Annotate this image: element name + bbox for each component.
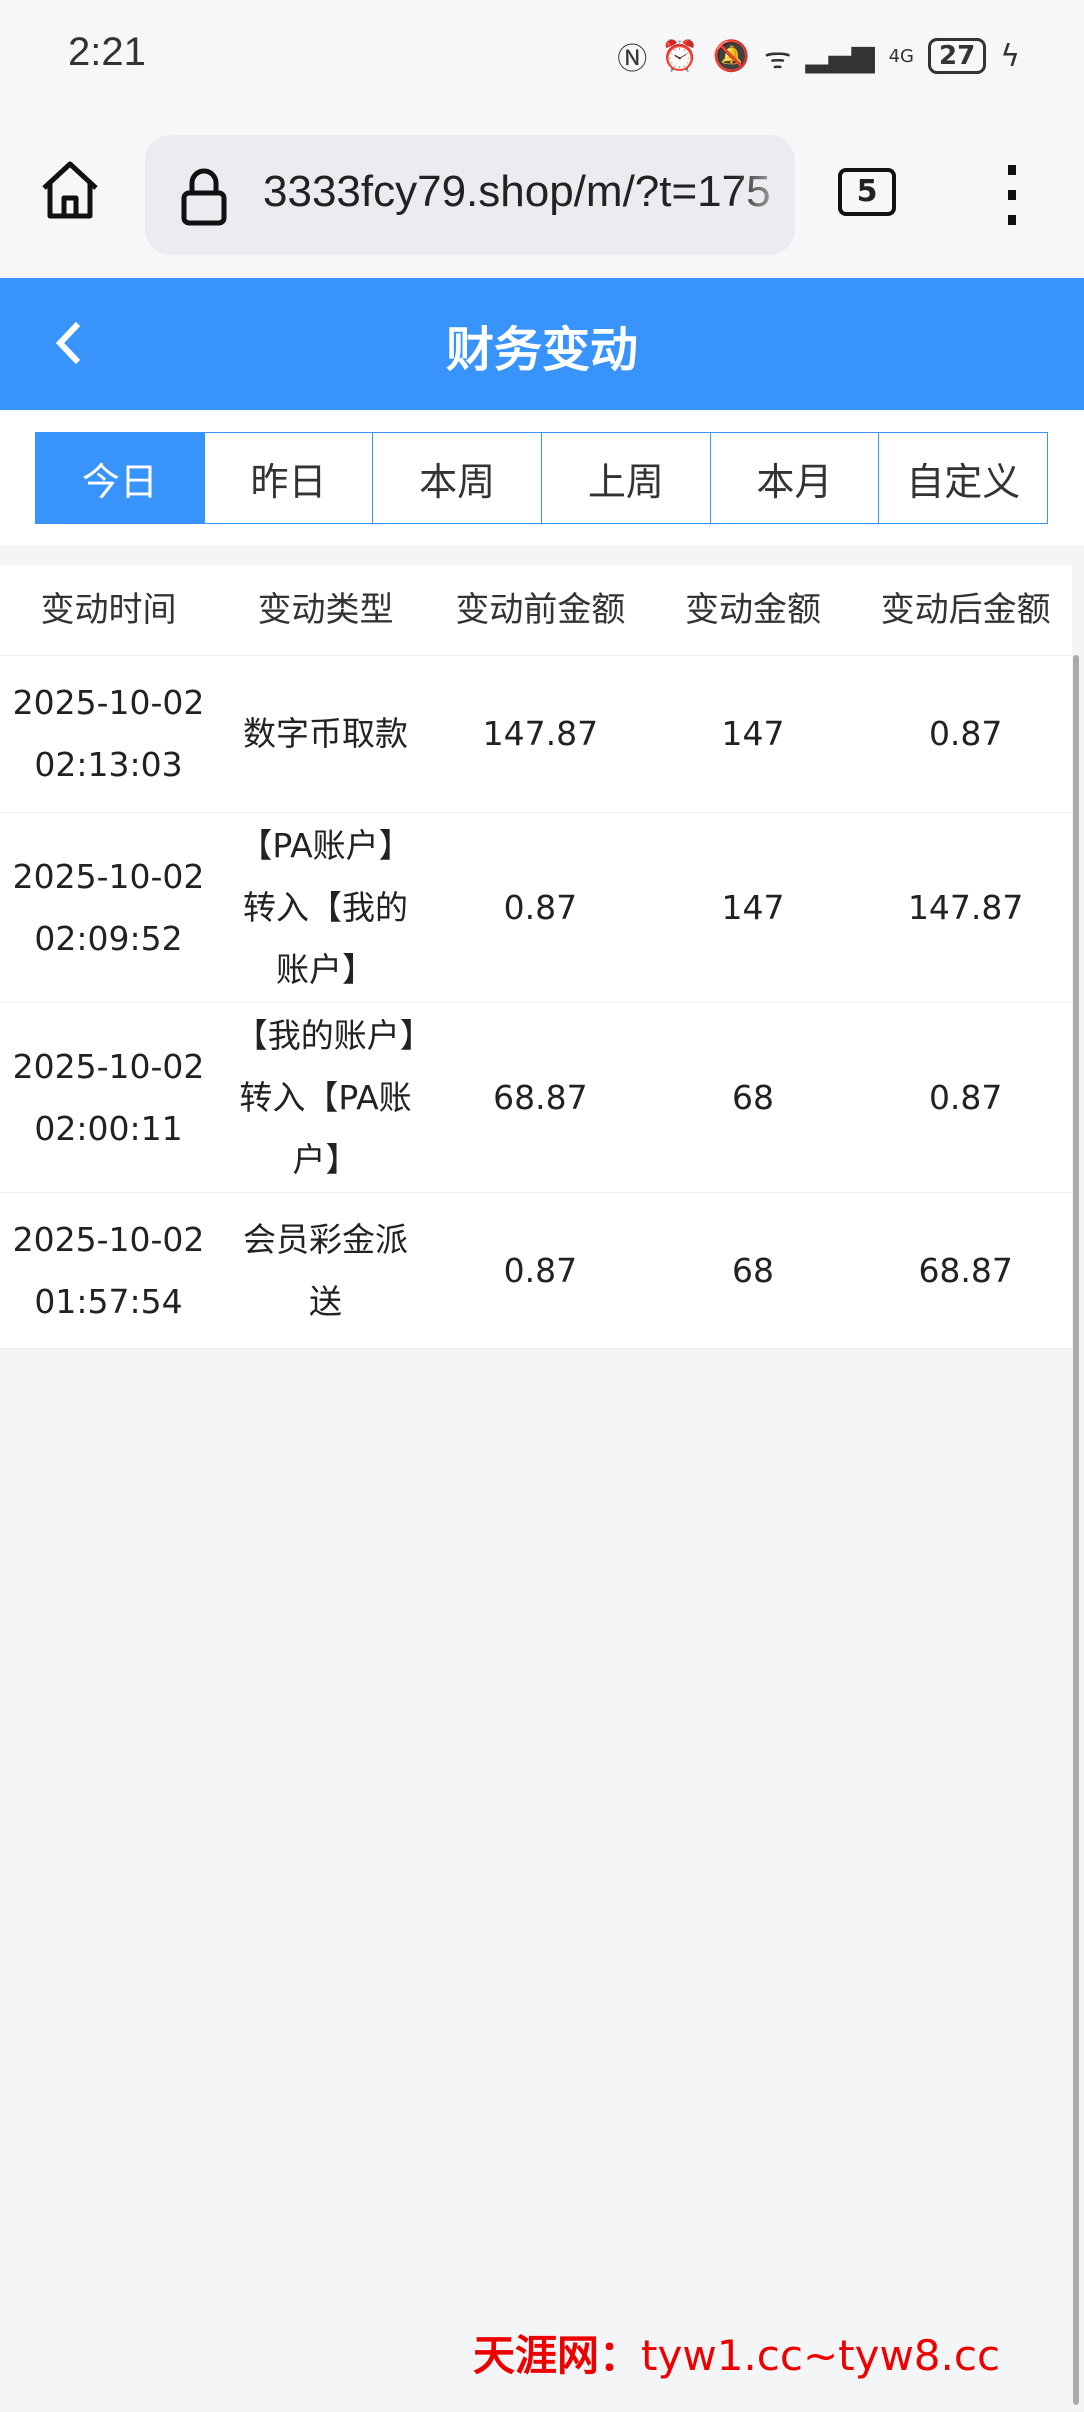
column-header: 变动前金额 — [455, 590, 626, 630]
charging-icon: ϟ — [1000, 38, 1020, 74]
cell-time: 2025-10-02 02:00:11 — [12, 1046, 205, 1148]
wifi-icon: ᯤ — [764, 40, 792, 76]
filter-today[interactable]: 今日 — [36, 433, 204, 523]
signal-icon: ▂▄▆ — [805, 38, 875, 74]
cell-before: 147.87 — [482, 714, 599, 753]
transactions-table: 变动时间 变动类型 变动前金额 变动金额 变动后金额 2025-10-02 02:… — [0, 565, 1072, 1349]
status-bar: 2:21 Ⓝ ⏰ 🔕 ᯤ ▂▄▆ 4G 27 ϟ — [0, 0, 1084, 110]
watermark-name: 天涯网： — [473, 2331, 642, 2380]
table-row: 2025-10-02 02:13:03 数字币取款 147.87 147 0.87 — [0, 656, 1072, 813]
cell-type: 数字币取款 — [243, 714, 408, 753]
cell-after: 68.87 — [918, 1250, 1013, 1290]
table-header: 变动时间 变动类型 变动前金额 变动金额 变动后金额 — [0, 565, 1072, 656]
address-bar[interactable]: 3333fcy79.shop/m/?t=175 — [145, 135, 795, 255]
cell-type: 会员彩金派送 — [243, 1219, 408, 1321]
cell-amount: 147 — [721, 887, 785, 927]
cell-before: 68.87 — [493, 1077, 588, 1117]
mute-icon: 🔕 — [712, 38, 750, 74]
lock-icon — [181, 168, 227, 226]
cell-type: 【PA账户】转入【我的账户】 — [239, 825, 412, 989]
table-row: 2025-10-02 02:00:11 【我的账户】转入【PA账户】 68.87 68 0… — [0, 1003, 1072, 1193]
watermark-urls: tyw1.cc~tyw8.cc — [641, 2331, 1001, 2380]
signal-4g-icon: 4G — [888, 45, 915, 67]
filter-last-week[interactable]: 上周 — [541, 433, 710, 523]
column-header: 变动后金额 — [880, 590, 1051, 630]
cell-after: 0.87 — [928, 714, 1003, 753]
cell-time: 2025-10-02 01:57:54 — [12, 1219, 205, 1321]
page-title: 财务变动 — [445, 322, 638, 378]
cell-before: 0.87 — [503, 1250, 578, 1290]
cell-amount: 68 — [732, 1250, 774, 1290]
column-header: 变动类型 — [257, 590, 394, 630]
more-menu-icon[interactable] — [1000, 165, 1024, 225]
clock: 2:21 — [68, 30, 146, 74]
home-icon[interactable] — [38, 158, 102, 222]
nfc-icon: Ⓝ — [617, 42, 648, 77]
watermark: 天涯网：tyw1.cc~tyw8.cc — [473, 2322, 1000, 2383]
column-header: 变动时间 — [40, 590, 177, 630]
column-header: 变动金额 — [685, 590, 821, 630]
scrollbar[interactable] — [1073, 655, 1079, 2405]
cell-type: 【我的账户】转入【PA账户】 — [234, 1015, 417, 1179]
tab-switcher-button[interactable]: 5 — [838, 168, 896, 216]
cell-amount: 68 — [732, 1077, 774, 1117]
date-filter-bar: 今日 昨日 本周 上周 本月 自定义 — [0, 410, 1084, 545]
battery-icon: 27 — [928, 38, 987, 74]
back-icon[interactable] — [48, 318, 88, 368]
filter-this-month[interactable]: 本月 — [709, 433, 879, 523]
alarm-icon: ⏰ — [661, 38, 699, 74]
browser-toolbar: 3333fcy79.shop/m/?t=175 5 — [0, 110, 1084, 278]
cell-after: 147.87 — [907, 887, 1024, 927]
table-row: 2025-10-02 01:57:54 会员彩金派送 0.87 68 68.87 — [0, 1193, 1072, 1349]
filter-this-week[interactable]: 本周 — [372, 433, 542, 523]
cell-before: 0.87 — [503, 887, 578, 927]
filter-yesterday[interactable]: 昨日 — [203, 433, 373, 523]
table-row: 2025-10-02 02:09:52 【PA账户】转入【我的账户】 0.87 147 1… — [0, 813, 1072, 1003]
cell-after: 0.87 — [928, 1077, 1003, 1117]
filter-custom[interactable]: 自定义 — [878, 433, 1048, 523]
url-text[interactable]: 3333fcy79.shop/m/?t=175 — [263, 167, 771, 216]
cell-time: 2025-10-02 02:13:03 — [12, 683, 205, 784]
app-header: 财务变动 — [0, 278, 1084, 410]
cell-time: 2025-10-02 02:09:52 — [12, 856, 205, 958]
cell-amount: 147 — [721, 714, 785, 753]
status-icons: Ⓝ ⏰ 🔕 ᯤ ▂▄▆ 4G 27 ϟ — [617, 34, 1020, 78]
